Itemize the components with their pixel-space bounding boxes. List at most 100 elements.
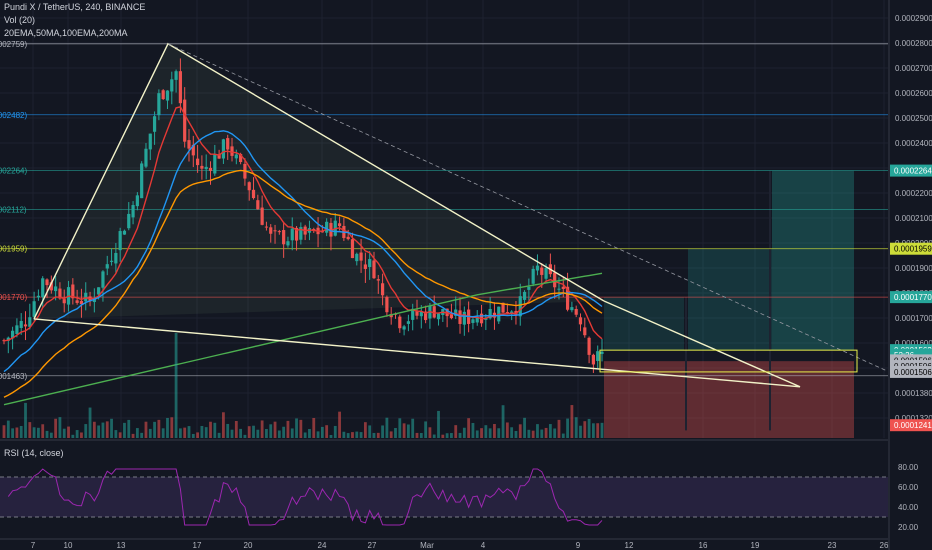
volume-bar [531, 430, 535, 438]
price-tick-label: 0.0001320 [895, 414, 932, 423]
candle-body [208, 167, 213, 171]
volume-bar [49, 432, 53, 438]
time-tick-label: 4 [481, 541, 486, 550]
volume-bar [88, 407, 92, 438]
candle-body [355, 253, 359, 262]
candle-body [101, 271, 105, 288]
volume-bar [282, 426, 286, 438]
candle-body [389, 314, 393, 318]
volume-bar [566, 418, 569, 438]
candle-body [346, 236, 350, 240]
volume-bar [488, 428, 492, 438]
volume-bar [398, 418, 402, 438]
volume-bar [295, 418, 298, 438]
time-tick-label: 24 [318, 541, 327, 550]
candle-body [217, 154, 221, 159]
volume-bar [187, 426, 191, 438]
candle-body [587, 337, 591, 355]
candle-body [174, 71, 178, 80]
candle-body [286, 241, 290, 246]
volume-bar [432, 434, 436, 438]
volume-bar [265, 429, 268, 438]
candle-body [299, 227, 303, 240]
volume-bar [140, 432, 144, 438]
candle-body [148, 133, 152, 150]
candle-body [161, 90, 165, 100]
candle-body [58, 288, 62, 299]
volume-bar [557, 419, 561, 438]
price-tag [890, 291, 932, 304]
volume-bar [286, 420, 290, 438]
volume-bar [523, 417, 526, 438]
volume-bar [97, 425, 101, 438]
volume-bar [15, 427, 19, 438]
volume-bars [2, 333, 604, 438]
volume-bar [157, 419, 161, 438]
candle-body [325, 221, 329, 233]
volume-bar [514, 431, 518, 438]
volume-bar [579, 425, 582, 438]
candle-body [49, 282, 53, 291]
candle-body [376, 279, 380, 281]
candle-body [239, 153, 243, 162]
candle-body [226, 138, 230, 150]
volume-bar [368, 425, 372, 438]
candle-body [6, 337, 10, 341]
candle-body [187, 140, 191, 149]
range-box [599, 349, 858, 373]
candle-body [406, 321, 411, 324]
time-tick-label: 23 [828, 541, 837, 550]
volume-bar [204, 427, 208, 438]
candle-body [350, 239, 355, 259]
candle-body [178, 71, 182, 104]
rsi-tick-label: 20.00 [898, 523, 919, 532]
candle-body [544, 267, 548, 279]
candle-body [475, 317, 479, 323]
volume-bar [67, 426, 70, 438]
price-tag [890, 242, 932, 255]
volume-bar [355, 431, 359, 438]
candle-body [411, 308, 415, 320]
level-label: (0.0002264) [0, 167, 27, 176]
grid-lines [0, 0, 888, 438]
price-tick-label: 0.0002900 [895, 14, 932, 23]
volume-bar [458, 432, 462, 438]
candle-body [54, 286, 58, 292]
price-tick-label: 0.0002100 [895, 214, 932, 223]
candle-body [273, 230, 277, 232]
volume-bar [217, 432, 221, 438]
volume-bar [484, 425, 488, 438]
volume-bar [351, 432, 354, 438]
candle-body [583, 327, 587, 336]
price-tick-label: 0.0001700 [895, 314, 932, 323]
candle-body [277, 231, 281, 233]
rsi-band [0, 477, 888, 517]
candle-body [527, 286, 531, 290]
volume-bar [587, 418, 591, 438]
volume-bar [510, 427, 514, 438]
candle-body [230, 146, 234, 156]
candle-body [127, 213, 131, 229]
candle-body [565, 286, 570, 310]
candle-body [260, 207, 264, 225]
volume-bar [71, 434, 75, 438]
candle-body [510, 311, 514, 314]
volume-bar [596, 423, 600, 438]
dashed-trendline [167, 43, 889, 372]
moving-averages-label: 20EMA,50MA,100EMA,200MA [4, 28, 128, 38]
price-tag [890, 365, 932, 378]
candle-body [402, 326, 406, 330]
volume-bar [407, 424, 410, 438]
volume-bar [101, 422, 105, 438]
candle-body [540, 267, 544, 275]
time-tick-label: 16 [699, 541, 708, 550]
level-label: (0.0002482) [0, 111, 27, 120]
time-tick-label: 9 [576, 541, 581, 550]
candle-body [41, 278, 45, 298]
candle-body [221, 139, 226, 159]
candle-body [368, 259, 372, 268]
candle-body [591, 354, 595, 365]
volume-bar [37, 427, 40, 438]
